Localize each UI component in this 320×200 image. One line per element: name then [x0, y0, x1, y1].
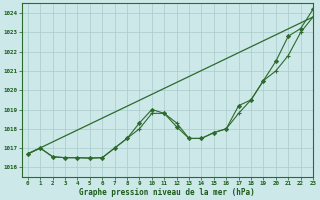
X-axis label: Graphe pression niveau de la mer (hPa): Graphe pression niveau de la mer (hPa) — [79, 188, 255, 197]
